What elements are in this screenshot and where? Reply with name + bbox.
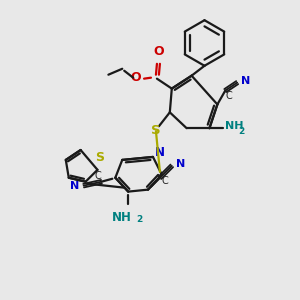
Text: N: N [70, 181, 80, 191]
Text: NH: NH [225, 121, 244, 131]
Text: N: N [241, 76, 250, 85]
Text: O: O [154, 45, 164, 58]
Text: 2: 2 [238, 127, 244, 136]
Text: C: C [226, 91, 232, 100]
Text: S: S [151, 124, 161, 137]
Text: O: O [131, 71, 141, 84]
Text: C: C [94, 171, 101, 181]
Text: NH: NH [112, 212, 132, 224]
Text: C: C [161, 176, 168, 186]
Text: N: N [155, 146, 165, 160]
Text: N: N [176, 159, 185, 169]
Text: S: S [95, 151, 104, 164]
Text: 2: 2 [136, 215, 142, 224]
